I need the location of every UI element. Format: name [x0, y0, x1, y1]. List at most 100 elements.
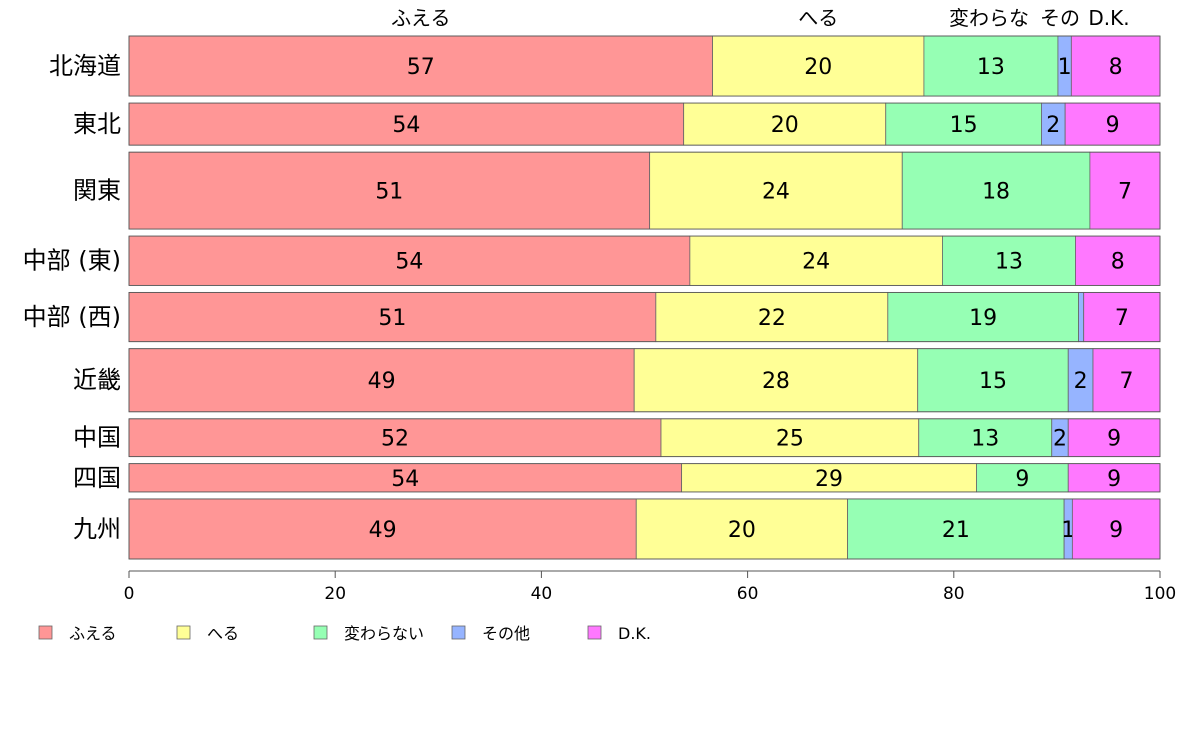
bar-segment: [1064, 102, 1161, 146]
x-tick-label: 100: [1144, 584, 1176, 604]
data-label: 22: [758, 306, 786, 331]
bar-segment: [128, 418, 662, 458]
data-label: 49: [368, 369, 396, 394]
data-label: 54: [395, 250, 423, 275]
bar-segment: [633, 348, 919, 413]
data-label: 28: [762, 369, 790, 394]
bar-outline: [128, 35, 1161, 97]
bar-segment: [917, 348, 1069, 413]
legend-swatch: [587, 625, 602, 640]
data-label: 9: [1107, 427, 1121, 452]
category-label: 九州: [73, 515, 121, 543]
legend-label: ふえる: [69, 624, 117, 643]
data-label: 57: [407, 55, 435, 80]
data-label: 20: [771, 113, 799, 138]
bar-segment: [649, 151, 903, 230]
bar-segment: [1092, 348, 1161, 413]
data-label: 54: [391, 467, 419, 492]
category-label: 中国: [73, 424, 121, 452]
legend-label: D.K.: [618, 624, 651, 643]
top-series-label: へる: [798, 6, 838, 30]
data-label: 25: [776, 427, 804, 452]
x-tick-label: 80: [943, 584, 965, 604]
data-label: 7: [1118, 180, 1132, 205]
data-label: 29: [815, 467, 843, 492]
data-label: 54: [392, 113, 420, 138]
data-label: 13: [995, 250, 1023, 275]
top-series-label: D.K.: [1088, 6, 1129, 30]
data-label: 21: [942, 518, 970, 543]
legend-swatch: [451, 625, 466, 640]
data-label: 7: [1119, 369, 1133, 394]
x-tick-label: 60: [737, 584, 759, 604]
data-label: 2: [1046, 113, 1060, 138]
category-label: 関東: [73, 177, 121, 205]
bar-segment: [681, 463, 977, 493]
category-label: 四国: [73, 464, 121, 492]
data-label: 20: [804, 55, 832, 80]
data-label: 9: [1106, 113, 1120, 138]
x-tick-label: 20: [324, 584, 346, 604]
legend-swatch: [313, 625, 328, 640]
data-label: 24: [762, 180, 790, 205]
bar-segment: [1067, 348, 1094, 413]
data-label: 2: [1074, 369, 1088, 394]
bar-outline: [128, 463, 1161, 493]
legend-swatch: [38, 625, 53, 640]
legend-swatch: [176, 625, 191, 640]
data-label: 49: [369, 518, 397, 543]
legend-label: 変わらない: [344, 624, 424, 643]
top-series-label: その: [1040, 6, 1080, 30]
bar-outline: [128, 102, 1161, 146]
data-label: 9: [1109, 518, 1123, 543]
bar-segment: [128, 291, 657, 343]
x-tick-label: 0: [124, 584, 135, 604]
legend-label: その他: [482, 624, 530, 643]
bar-segment: [128, 498, 637, 560]
data-label: 8: [1111, 250, 1125, 275]
bar-segment: [1075, 235, 1161, 286]
bar-segment: [885, 102, 1042, 146]
data-label: 13: [977, 55, 1005, 80]
data-label: 9: [1107, 467, 1121, 492]
data-label: 2: [1053, 427, 1067, 452]
bar-segment: [887, 291, 1079, 343]
data-label: 18: [982, 180, 1010, 205]
data-label: 51: [375, 180, 403, 205]
data-label: 1: [1058, 55, 1072, 80]
bar-outline: [128, 348, 1161, 413]
bar-segment: [128, 35, 713, 97]
top-series-label: ふえる: [391, 6, 450, 30]
bar-segment: [660, 418, 920, 458]
data-label: 8: [1109, 55, 1123, 80]
legend-label: へる: [207, 624, 239, 643]
data-label: 7: [1115, 306, 1129, 331]
bar-outline: [128, 498, 1161, 560]
top-series-label: 変わらな: [949, 6, 1029, 30]
bar-segment: [1083, 291, 1161, 343]
data-label: 9: [1015, 467, 1029, 492]
category-label: 中部 (東): [23, 247, 121, 275]
data-label: 15: [950, 113, 978, 138]
bar-outline: [128, 291, 1161, 343]
category-label: 北海道: [49, 52, 121, 80]
bar-segment: [712, 35, 925, 97]
data-label: 52: [381, 427, 409, 452]
bar-outline: [128, 235, 1161, 286]
data-label: 20: [728, 518, 756, 543]
bar-segment: [901, 151, 1091, 230]
data-label: 51: [378, 306, 406, 331]
category-label: 東北: [73, 110, 121, 138]
data-label: 24: [802, 250, 830, 275]
category-label: 近畿: [73, 366, 121, 394]
bar-segment: [1071, 498, 1161, 560]
data-label: 15: [979, 369, 1007, 394]
bar-segment: [1070, 35, 1161, 97]
category-label: 中部 (西): [23, 303, 121, 331]
bar-outline: [128, 151, 1161, 230]
bar-segment: [128, 102, 685, 146]
data-label: 19: [969, 306, 997, 331]
bar-segment: [918, 418, 1053, 458]
